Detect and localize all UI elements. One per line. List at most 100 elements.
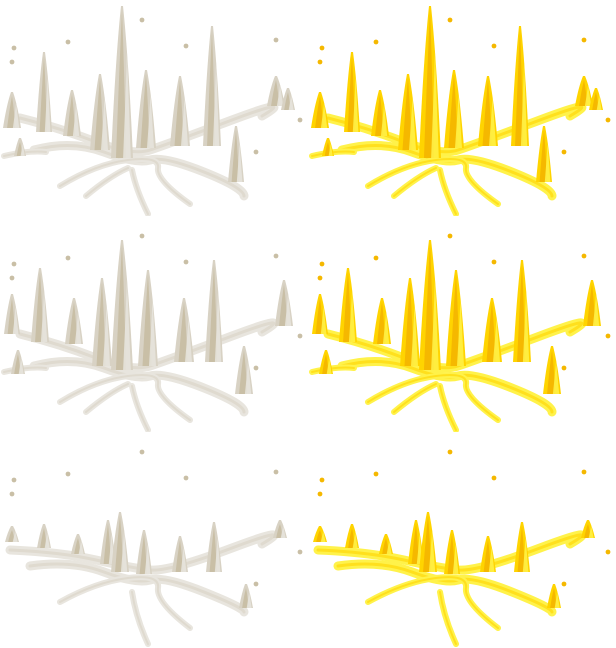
dust-speck — [9, 59, 15, 65]
dust-speck — [317, 59, 323, 65]
dust-speck — [183, 43, 189, 49]
dust-speck — [9, 275, 15, 281]
dust-speck — [139, 449, 145, 455]
crystal-spike-highlight — [149, 298, 156, 366]
crystal-spike-shade — [347, 56, 355, 132]
crystal-spike-shade — [94, 78, 104, 150]
dust-speck — [183, 475, 189, 481]
crystal-group — [309, 233, 611, 432]
dust-speck — [65, 255, 71, 261]
root-crack — [57, 372, 193, 423]
dust-speck — [65, 471, 71, 477]
dust-speck — [605, 333, 611, 339]
crystal-group — [1, 233, 303, 432]
crystal-spike-shade — [115, 244, 126, 370]
crystal-spike-highlight — [328, 143, 333, 156]
dust-speck — [273, 469, 279, 475]
dust-speck — [139, 233, 145, 239]
dust-speck — [317, 275, 323, 281]
crystal-spike-shade — [316, 530, 323, 542]
root-crack-core — [439, 385, 457, 431]
root-crack-core — [131, 591, 149, 645]
crystal-spike-highlight — [78, 540, 84, 554]
crystal-spike-highlight — [44, 76, 51, 132]
crystal-spike-shade — [592, 92, 599, 110]
crystal-spike-highlight — [44, 531, 50, 548]
crystal-spike-highlight — [12, 306, 19, 334]
crystal-spike-highlight — [147, 93, 154, 148]
crystal-spike-shade — [209, 526, 217, 572]
dust-speck — [447, 449, 453, 455]
crystal-spike-shade — [271, 80, 280, 106]
crystal-spike-highlight — [596, 94, 602, 110]
crystal-spike-highlight — [236, 142, 243, 182]
crystal-spike-highlight — [280, 525, 286, 538]
crystal-spike-highlight — [120, 530, 128, 572]
root-crack — [365, 156, 501, 207]
crystal-spike-shade — [115, 516, 124, 572]
root-crack-core — [439, 591, 457, 645]
crystal-spike-shade — [404, 282, 414, 366]
root-crack-core — [439, 169, 457, 215]
root-crack-core — [3, 366, 47, 373]
crystal-spike-shade — [7, 96, 16, 128]
crystal-spike-shade — [276, 524, 283, 538]
crystal-spike-highlight — [411, 304, 418, 366]
dust-speck — [11, 477, 17, 483]
crystal-spike-shade — [242, 588, 249, 608]
crystal-spike-highlight — [246, 591, 252, 608]
crystal-group — [5, 449, 303, 647]
crystal-spike-highlight — [554, 591, 560, 608]
crystal-spike-shade — [450, 274, 460, 366]
crystal-spike-highlight — [352, 76, 359, 132]
crystal-spike-highlight — [552, 360, 560, 394]
crystal-spike-shade — [142, 274, 152, 366]
dust-speck — [317, 491, 323, 497]
crystal-spike-shade — [517, 264, 526, 362]
crystal-spike-shade — [482, 80, 492, 146]
crystal-spike-shade — [35, 272, 44, 342]
crystal-spike-shade — [486, 302, 496, 362]
crystal-cluster-tall-gold — [309, 6, 611, 216]
dust-speck — [139, 17, 145, 23]
crystal-spike-highlight — [431, 279, 439, 370]
crystal-spike-highlight — [382, 311, 390, 344]
crystal-spike-shade — [315, 298, 323, 334]
root-crack-core — [367, 158, 499, 205]
crystal-spike-shade — [315, 96, 324, 128]
crystal-spike-highlight — [428, 530, 436, 572]
crystal-spike-shade — [584, 524, 591, 538]
crystal-spike-shade — [550, 588, 557, 608]
crystal-spike-shade — [348, 528, 355, 548]
crystal-spike-shade — [207, 30, 216, 146]
crystal-spike-highlight — [144, 543, 151, 574]
root-crack-core — [131, 385, 149, 431]
root-crack-core — [85, 167, 129, 197]
dust-speck — [373, 255, 379, 261]
dust-speck — [253, 581, 259, 587]
crystal-spike-highlight — [320, 306, 327, 334]
crystal-group — [313, 449, 611, 647]
crystal-spike-shade — [587, 284, 596, 326]
crystal-spike-shade — [14, 354, 21, 374]
crystal-spike-highlight — [348, 290, 356, 342]
crystal-spike-shade — [279, 284, 288, 326]
crystal-spike-shade — [322, 354, 329, 374]
crystal-spike-highlight — [214, 537, 221, 572]
dust-speck — [581, 253, 587, 259]
root-crack-core — [3, 150, 47, 157]
crystal-spike-shade — [96, 282, 106, 366]
crystal-spike-highlight — [431, 51, 439, 158]
crystal-spike-highlight — [592, 293, 600, 326]
crystal-spike-highlight — [18, 357, 24, 374]
dust-speck — [581, 37, 587, 43]
root-crack — [57, 156, 193, 207]
root-crack-core — [393, 167, 437, 197]
root-crack-core — [311, 150, 355, 157]
crystal-spike-highlight — [40, 290, 48, 342]
crystal-spike-highlight — [320, 530, 326, 542]
crystal-spike-shade — [343, 272, 352, 342]
root-crack-core — [59, 158, 191, 205]
dust-speck — [273, 253, 279, 259]
root-crack-core — [367, 576, 499, 629]
